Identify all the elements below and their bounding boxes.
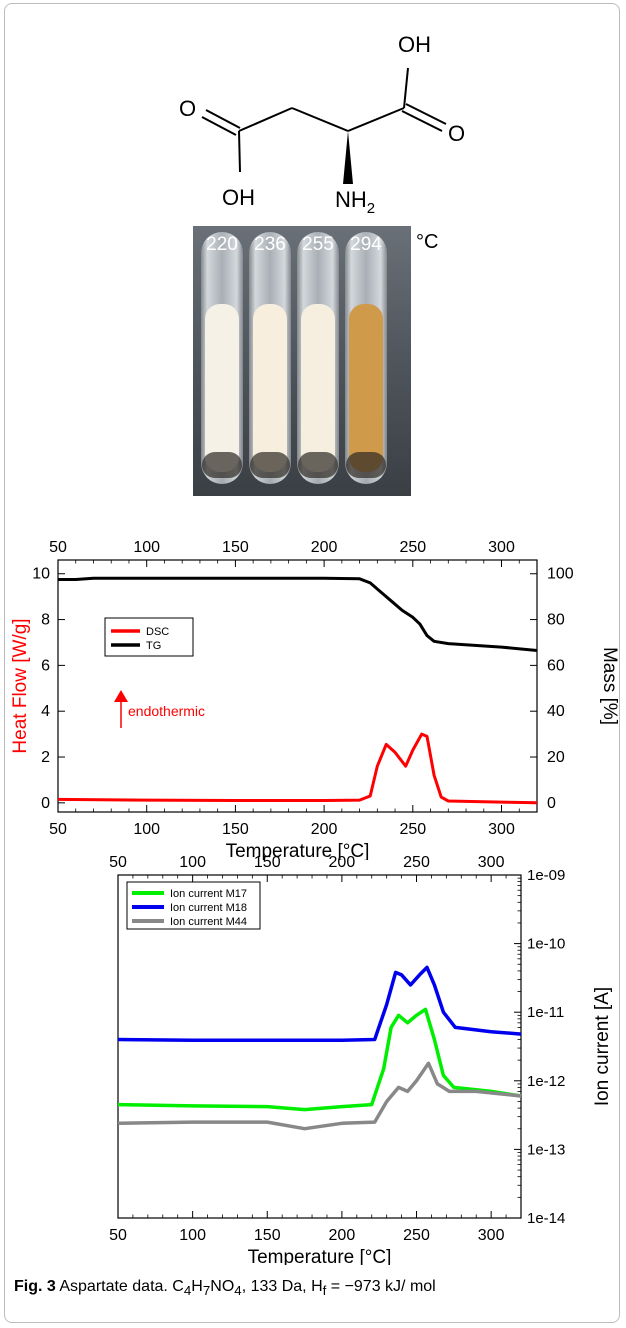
- tube-bottom-3: [346, 452, 386, 478]
- series-line-dsc: [57, 732, 538, 805]
- y-left-tick-label-1: 2: [41, 749, 50, 766]
- x-tick-label-top-5: 300: [488, 539, 515, 556]
- x-tick-label-top-2: 150: [254, 854, 281, 871]
- x-tick-label-top-0: 50: [49, 539, 67, 556]
- tube-contents-3: [349, 304, 383, 472]
- y-left-tick-label-2: 4: [41, 703, 50, 720]
- y-right-tick-label-0: 0: [547, 795, 556, 812]
- atom-oh-bottom: OH: [222, 185, 255, 210]
- x-tick-label-top-1: 100: [133, 539, 160, 556]
- y-right-tick-label-1: 1e-10: [527, 936, 565, 953]
- figure-frame: [4, 3, 620, 1323]
- tube-contents-2: [301, 304, 335, 472]
- series-line-tg: [58, 576, 538, 652]
- x-tick-label-top-1: 100: [179, 854, 206, 871]
- legend-box: [104, 617, 194, 657]
- y-right-tick-label-4: 80: [547, 612, 565, 629]
- y-left-tick-label-3: 6: [41, 657, 50, 674]
- y-right-tick-label-2: 40: [547, 703, 565, 720]
- y-right-tick-label-0: 1e-09: [527, 867, 565, 884]
- caption-sub-1: 4: [183, 1283, 192, 1299]
- caption-sub-3: 7: [202, 1283, 211, 1299]
- caption-sub-7: f: [322, 1283, 327, 1299]
- atom-o-right: O: [448, 121, 465, 146]
- caption-text-0: Aspartate data. C: [55, 1278, 184, 1295]
- atom-o-left: O: [179, 96, 196, 121]
- y-left-tick-label-5: 10: [32, 566, 50, 583]
- y-left-tick-label-4: 8: [41, 612, 50, 629]
- x-tick-label-top-4: 250: [403, 854, 430, 871]
- x-tick-label-bottom-5: 300: [488, 821, 515, 838]
- atom-nh2: NH2: [335, 187, 375, 217]
- x-tick-label-top-2: 150: [222, 539, 249, 556]
- caption-text-6: , 133 Da, H: [241, 1278, 323, 1295]
- temperature-label-2: 255: [302, 234, 334, 255]
- y-left-axis-label: Heat Flow [W/g]: [10, 618, 31, 753]
- x-tick-label-bottom-0: 50: [49, 821, 67, 838]
- caption-text-8: = −973 kJ/ mol: [326, 1278, 436, 1295]
- x-tick-label-bottom-4: 250: [399, 821, 426, 838]
- x-tick-label-bottom-2: 150: [254, 1227, 281, 1244]
- x-tick-label-bottom-1: 100: [133, 821, 160, 838]
- ion-current-chart: 50 100 150 200 250 300 50 100 150 200 250 300 Temper…: [109, 854, 613, 1265]
- x-axis-label: Temperature [°C]: [226, 841, 370, 860]
- y-right-tick-label-3: 60: [547, 657, 565, 674]
- endothermic-arrow-head: [114, 690, 128, 702]
- figure-caption: Fig. 3 Aspartate data. C4H7NO4, 133 Da, …: [14, 1276, 614, 1302]
- x-axis-label: Temperature [°C]: [248, 1247, 392, 1265]
- x-tick-label-top-3: 200: [311, 539, 338, 556]
- y-right-tick-label-5: 100: [547, 566, 574, 583]
- plot-frame: [117, 874, 522, 1219]
- caption-text-2: H: [191, 1278, 203, 1295]
- y-right-tick-label-4: 1e-13: [527, 1141, 565, 1158]
- photo-unit: °C: [416, 231, 438, 253]
- y-left-tick-label-0: 0: [41, 795, 50, 812]
- x-tick-label-bottom-0: 50: [109, 1227, 127, 1244]
- tube-bottom-0: [202, 452, 242, 478]
- figure-label: Fig. 3: [14, 1278, 56, 1295]
- caption-sub-5: 4: [234, 1283, 242, 1299]
- x-tick-label-top-3: 200: [329, 854, 356, 871]
- legend-label-0: Ion current M17: [170, 888, 247, 900]
- temperature-label-3: 294: [350, 234, 382, 255]
- y-right-tick-label-2: 1e-11: [527, 1004, 564, 1021]
- series-line-2: [117, 1061, 522, 1131]
- series-line-1: [117, 965, 522, 1043]
- plot-frame: [57, 559, 538, 813]
- y-right-axis-label: Ion current [A]: [592, 987, 613, 1106]
- x-tick-label-bottom-3: 200: [329, 1227, 356, 1244]
- tube-contents-0: [205, 304, 239, 472]
- temperature-label-0: 220: [206, 234, 238, 255]
- caption-text-4: NO: [210, 1278, 235, 1295]
- x-tick-label-bottom-1: 100: [179, 1227, 206, 1244]
- legend-label-1: Ion current M18: [170, 902, 247, 914]
- y-right-axis-label: Mass [%]: [599, 647, 620, 725]
- x-tick-label-top-5: 300: [478, 854, 505, 871]
- molecule-structure: OH O O OH NH2: [179, 32, 465, 217]
- tube-bottom-1: [250, 452, 290, 478]
- legend-label-2: Ion current M44: [170, 916, 247, 928]
- x-tick-label-top-4: 250: [399, 539, 426, 556]
- x-tick-label-top-0: 50: [109, 854, 127, 871]
- series-line-0: [117, 1007, 522, 1112]
- atom-oh-top: OH: [398, 32, 431, 57]
- legend-label-dsc: DSC: [146, 626, 169, 638]
- tube-contents-1: [253, 304, 287, 472]
- x-tick-label-bottom-4: 250: [403, 1227, 430, 1244]
- y-right-tick-label-3: 1e-12: [527, 1073, 565, 1090]
- x-tick-label-bottom-3: 200: [311, 821, 338, 838]
- y-right-tick-label-1: 20: [547, 749, 565, 766]
- x-tick-label-bottom-2: 150: [222, 821, 249, 838]
- y-right-tick-label-5: 1e-14: [527, 1210, 565, 1227]
- legend-label-tg: TG: [146, 640, 161, 652]
- test-tube-photo: 220 236 255 294 °C: [193, 226, 438, 496]
- temperature-label-1: 236: [254, 234, 286, 255]
- tube-bottom-2: [298, 452, 338, 478]
- x-tick-label-bottom-5: 300: [478, 1227, 505, 1244]
- endothermic-annotation: endothermic: [128, 703, 205, 719]
